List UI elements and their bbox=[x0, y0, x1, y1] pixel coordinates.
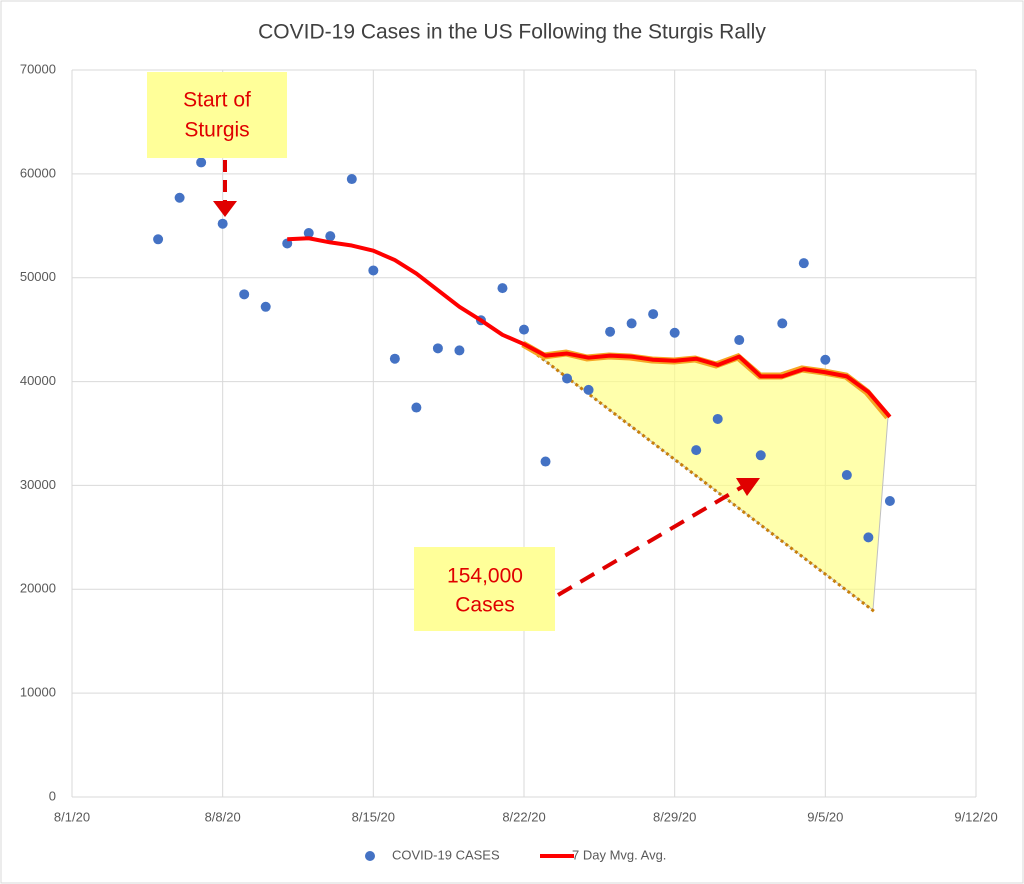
y-tick-label: 30000 bbox=[20, 477, 56, 492]
annotation-box bbox=[414, 547, 555, 631]
point bbox=[562, 373, 573, 384]
point bbox=[691, 445, 702, 456]
y-tick-label: 10000 bbox=[20, 685, 56, 700]
point bbox=[626, 318, 637, 329]
legend-swatch bbox=[365, 851, 375, 861]
point bbox=[368, 265, 379, 276]
point bbox=[841, 470, 852, 481]
y-tick-label: 60000 bbox=[20, 165, 56, 180]
x-tick-label: 8/22/20 bbox=[502, 809, 545, 824]
point bbox=[454, 345, 465, 356]
x-tick-label: 9/12/20 bbox=[954, 809, 997, 824]
point bbox=[605, 326, 616, 337]
point bbox=[712, 413, 723, 424]
annotation-box bbox=[147, 72, 287, 158]
point bbox=[863, 532, 874, 543]
arrow-head bbox=[736, 478, 760, 496]
x-tick-label: 8/1/20 bbox=[54, 809, 90, 824]
point bbox=[346, 174, 357, 185]
y-tick-label: 20000 bbox=[20, 581, 56, 596]
x-tick-label: 8/8/20 bbox=[205, 809, 241, 824]
x-tick-label: 8/29/20 bbox=[653, 809, 696, 824]
annotation-text: Cases bbox=[455, 594, 515, 617]
line bbox=[287, 236, 892, 419]
point bbox=[303, 228, 314, 239]
point bbox=[755, 450, 766, 461]
arrow-head bbox=[213, 201, 237, 217]
y-tick-label: 70000 bbox=[20, 61, 56, 76]
legend-label: COVID-19 CASES bbox=[392, 847, 500, 862]
y-tick-label: 40000 bbox=[20, 373, 56, 388]
point bbox=[820, 354, 831, 365]
point bbox=[669, 327, 680, 338]
chart-title: COVID-19 Cases in the US Following the S… bbox=[258, 21, 766, 44]
y-tick-label: 0 bbox=[49, 788, 56, 803]
annotation-text: 154,000 bbox=[447, 565, 523, 588]
point bbox=[497, 283, 508, 294]
legend: COVID-19 CASES 7 Day Mvg. Avg. bbox=[365, 847, 666, 862]
annotation-text: Sturgis bbox=[184, 119, 249, 142]
point bbox=[217, 218, 228, 229]
y-tick-label: 50000 bbox=[20, 269, 56, 284]
point bbox=[540, 456, 551, 467]
point bbox=[325, 231, 336, 242]
x-tick-label: 8/15/20 bbox=[352, 809, 395, 824]
grid: 0 10000 20000 30000 40000 50000 60000 70000 8/1/… bbox=[20, 61, 998, 824]
point bbox=[432, 343, 443, 354]
trend-line bbox=[522, 342, 876, 614]
point bbox=[798, 258, 809, 269]
point bbox=[389, 353, 400, 364]
point bbox=[519, 324, 529, 335]
point bbox=[411, 402, 422, 413]
point bbox=[583, 384, 594, 395]
point bbox=[239, 289, 250, 300]
point bbox=[777, 318, 788, 329]
point bbox=[734, 335, 745, 346]
legend-label: 7 Day Mvg. Avg. bbox=[572, 847, 666, 862]
point bbox=[153, 234, 164, 245]
x-tick-label: 9/5/20 bbox=[807, 809, 843, 824]
arrow bbox=[556, 485, 744, 597]
point bbox=[260, 301, 271, 312]
point bbox=[174, 192, 185, 203]
point bbox=[196, 157, 207, 168]
marks bbox=[153, 157, 895, 543]
annotation-text: Start of bbox=[183, 89, 251, 112]
point bbox=[884, 496, 895, 507]
point bbox=[648, 309, 659, 320]
